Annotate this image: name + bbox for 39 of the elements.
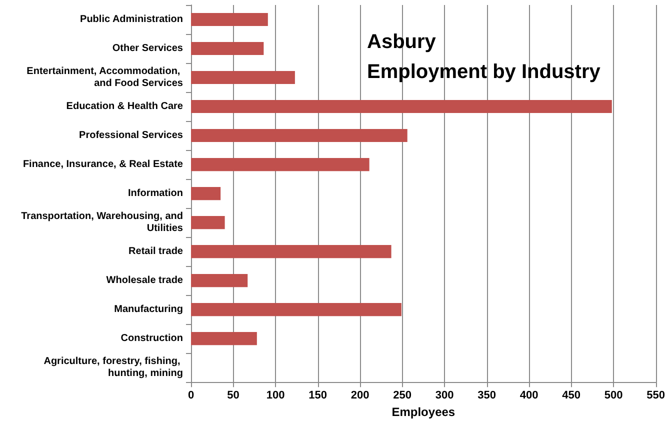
x-tick-label: 400 — [520, 390, 538, 402]
text: Asbury Employment by Industry — [367, 31, 602, 83]
bar — [191, 332, 257, 346]
bar — [191, 274, 248, 288]
x-tick-label: 500 — [604, 390, 623, 402]
y-tick-label: Public Administration — [80, 14, 183, 26]
bar — [191, 12, 268, 26]
x-axis-title: Employees — [392, 405, 456, 419]
x-tick-label: 0 — [188, 390, 194, 402]
x-tick-label: 450 — [562, 390, 580, 402]
y-tick-label: Entertainment, Accommodation, and Food Services — [26, 66, 184, 90]
y-tick-label: Construction — [120, 333, 183, 344]
y-tick-label: Professional Services — [79, 130, 184, 142]
bar — [191, 245, 392, 258]
bar — [191, 187, 221, 200]
y-tick-label: Wholesale trade — [106, 275, 184, 286]
y-tick-label: Finance, Insurance, & Real Estate — [22, 159, 184, 170]
bar — [191, 303, 402, 316]
y-tick-label: Agriculture, forestry, fishing, hunting, mining — [44, 356, 183, 380]
y-tick-label: Information — [128, 188, 183, 200]
y-tick-label: Retail trade — [128, 246, 184, 258]
y-tick-label: Education & Health Care — [66, 101, 184, 112]
x-tick-label: 350 — [478, 390, 496, 402]
x-tick-label: 100 — [266, 390, 285, 402]
bar — [191, 158, 370, 172]
x-tick-label: 550 — [646, 390, 666, 402]
bar — [191, 42, 264, 56]
x-tick-label: 200 — [350, 390, 370, 402]
bar — [191, 70, 295, 84]
x-tick-label: 150 — [308, 390, 327, 402]
y-tick-label: Other Services — [112, 43, 184, 54]
y-tick-label: Transportation, Warehousing, and Utilities — [21, 211, 184, 234]
bar — [191, 216, 225, 230]
x-tick-label: 50 — [227, 390, 240, 402]
x-tick-label: 250 — [393, 390, 412, 402]
x-tick-label: 300 — [435, 390, 454, 402]
bar — [191, 129, 408, 142]
bar — [191, 100, 612, 114]
y-tick-label: Manufacturing — [114, 304, 183, 316]
